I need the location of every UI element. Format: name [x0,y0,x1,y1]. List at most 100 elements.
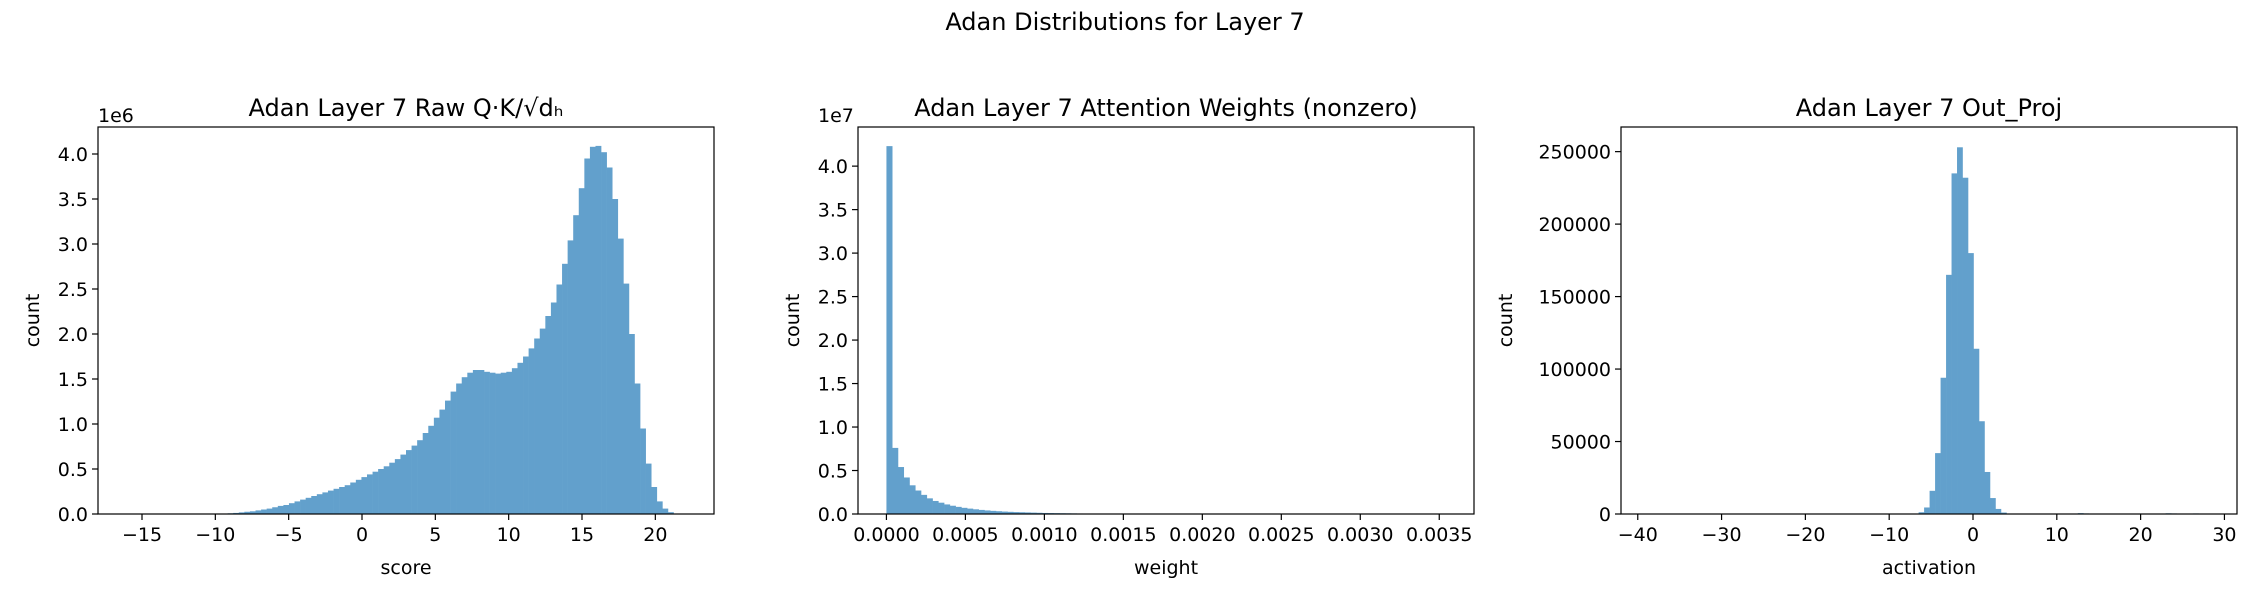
histogram-bar [417,440,424,514]
y-axis-label: count [1495,294,1517,348]
plot-frame [857,126,1475,515]
histogram-bar [272,507,279,514]
histogram-bar [595,145,602,514]
histogram-bar [333,488,340,514]
histogram-bar [294,501,301,514]
histogram-bar [567,240,574,514]
histogram-bar [394,459,401,514]
x-tick-label: 0.0025 [1248,524,1314,546]
y-tick-label: 0.5 [818,461,848,483]
histogram-bar [277,505,284,514]
x-tick-label: −10 [195,524,235,546]
histogram-bar [656,501,663,514]
y-tick-label: 2.5 [58,279,88,301]
histogram-bar [350,482,357,514]
histogram-bar [995,511,1003,514]
offset-text: 1e7 [818,105,854,127]
histogram-bar [539,328,546,514]
chart-title: Adan Layer 7 Raw Q·K/√dₕ [249,94,564,122]
y-tick-label: 0.0 [58,504,88,526]
tick-marks: 0.0000 0.0005 0.0010 0.0015 0.0020 0.0025 0.00… [818,156,1473,546]
histogram-bar [1984,471,1991,514]
chart-title: Adan Layer 7 Attention Weights (nonzero) [914,94,1418,122]
x-tick-label: 20 [643,524,667,546]
histogram-bar [1007,511,1014,514]
histogram-bar [255,510,262,514]
subplot-out-proj: −40 −30 −20 −10 0 10 20 30 0 50000 100000 150000 200… [1495,94,2238,579]
histogram-bar [327,490,334,514]
histogram-bar [523,356,529,514]
histogram-bar [344,485,351,514]
histogram-bar [562,263,568,514]
histogram-bar [961,507,968,514]
y-tick-label: 0 [1599,504,1611,526]
x-tick-label: 5 [429,524,441,546]
histogram-bar [528,348,535,514]
y-tick-label: 1.0 [818,417,848,439]
y-tick-label: 2.0 [818,330,848,352]
offset-text: 1e6 [98,105,134,127]
histogram-bar [484,371,490,514]
histogram-bar [300,499,306,514]
subplot-raw-scores: −15 −10 −5 0 5 10 15 20 0.0 0.5 1.0 1.5 2.0 2.5 3.0 3.5… [22,94,715,579]
histogram-bar [422,433,429,514]
x-tick-label: −30 [1702,524,1742,546]
x-tick-label: 20 [2129,524,2153,546]
histogram-bar [892,447,899,514]
histogram-bar [612,199,619,514]
histogram-bar [372,471,379,514]
histogram-bar [433,417,440,514]
histogram-bar [1989,498,1996,514]
x-tick-label: 15 [570,524,594,546]
histogram-bar [926,498,933,514]
histogram-bar [1973,348,1980,514]
histogram-bar [467,372,474,514]
histogram-bar [886,146,893,514]
histogram-bar [288,503,295,514]
histogram-bar [472,370,479,514]
x-axis-label: activation [1882,557,1976,579]
histogram-bar [938,502,945,514]
histogram-bar [534,338,541,514]
histogram-bar [378,469,384,514]
histogram-bar [662,508,669,514]
histogram-bar [1036,512,1043,514]
histogram-bar [623,283,630,514]
histogram-bar [266,508,273,514]
histogram-bar [511,368,518,514]
y-tick-label: 250000 [1538,142,1611,164]
histogram-bar [990,510,997,514]
histogram-bar [406,450,412,514]
histogram-bar [915,490,922,514]
histogram-bar [400,454,407,514]
histogram-bar [456,383,463,514]
histogram-bar [1946,274,1952,514]
y-tick-label: 3.5 [818,200,848,222]
y-tick-label: 150000 [1538,287,1611,309]
x-tick-label: 0.0015 [1090,524,1156,546]
histogram-bar [389,462,396,514]
y-tick-label: 200000 [1538,214,1611,236]
x-tick-label: −15 [122,524,162,546]
y-tick-label: 50000 [1551,432,1611,454]
x-tick-label: −20 [1785,524,1825,546]
histogram-bar [645,463,652,514]
x-tick-label: 0.0035 [1406,524,1472,546]
subplot-attention-weights: 0.0000 0.0005 0.0010 0.0015 0.0020 0.0025 0.00… [782,94,1475,579]
histogram-bar [1957,147,1963,515]
histogram-bar [339,487,345,514]
histogram-bar [495,373,502,514]
histogram-bar [355,479,362,514]
histogram-bar [617,238,624,514]
histogram-bar [461,377,468,514]
y-tick-label: 1.5 [58,369,88,391]
histogram-bar [439,409,446,514]
y-tick-label: 2.0 [58,324,88,346]
histogram-bar [1929,490,1936,514]
histogram-bar [1978,421,1985,514]
histogram-bar [1024,512,1031,514]
x-tick-label: 0.0010 [1011,524,1077,546]
x-tick-label: 0 [356,524,368,546]
histogram-bar [506,371,513,514]
plot-frame [1620,126,2238,515]
